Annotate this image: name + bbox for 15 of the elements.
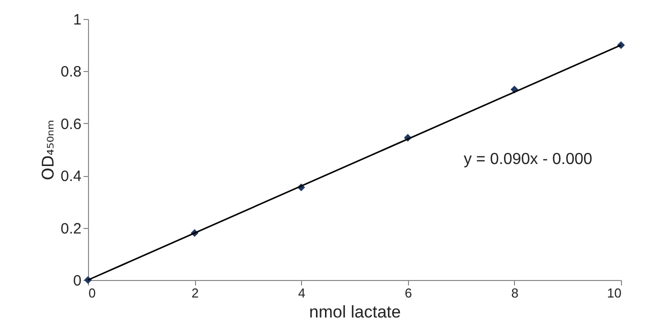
x-tick-label: 2: [191, 286, 199, 300]
x-axis-title: nmol lactate: [309, 302, 401, 322]
y-tick-label: 1: [73, 12, 82, 28]
x-tick-label: 8: [511, 286, 519, 300]
y-tick-label: 0: [73, 272, 82, 290]
y-tick-label: 0.4: [60, 168, 82, 186]
x-tick-label: 6: [404, 286, 412, 300]
y-tick-label: 0.8: [60, 64, 82, 81]
x-tick-label: 4: [298, 286, 306, 300]
x-tick-label: 10: [607, 286, 622, 300]
y-tick-label: 0.2: [60, 220, 82, 238]
x-tick-label: 0: [88, 286, 96, 300]
annotation: y = 0.090x - 0.000: [464, 151, 592, 168]
y-axis-title: OD₄₅₀ₙₘ: [38, 120, 58, 180]
y-tick-label: 0.6: [60, 116, 82, 133]
